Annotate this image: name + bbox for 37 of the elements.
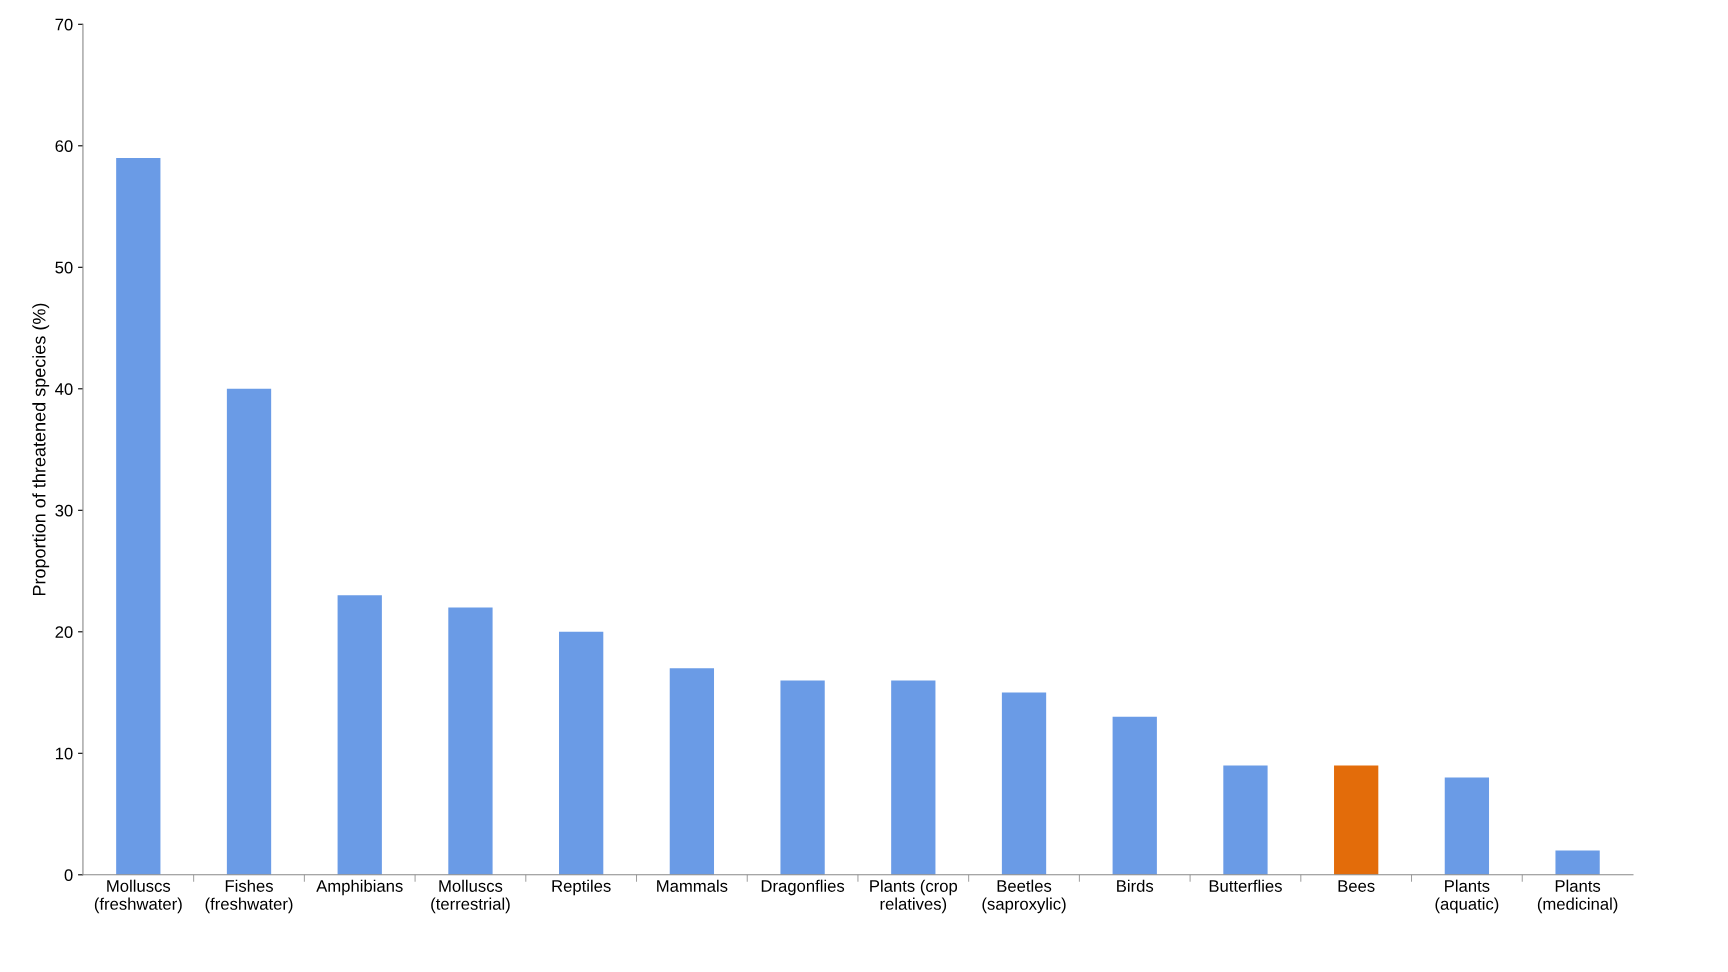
x-tick-label: Birds — [1117, 879, 1154, 892]
y-tick-label: 60 — [55, 140, 73, 152]
y-tick-label: 20 — [55, 626, 73, 638]
bar — [669, 668, 715, 875]
bar — [1112, 716, 1157, 875]
bar — [1555, 850, 1600, 875]
x-tick-label: Bees — [1338, 880, 1375, 892]
bar — [448, 607, 493, 875]
y-tick-label: 40 — [55, 383, 73, 395]
bar — [1444, 777, 1490, 875]
bar — [116, 157, 161, 875]
y-tick-label: 0 — [64, 869, 73, 881]
x-tick-label: Fishes (freshwater) — [205, 879, 293, 914]
bar — [337, 595, 382, 875]
y-tick-label: 70 — [55, 18, 73, 31]
x-tick-label: Plants (aquatic) — [1435, 879, 1499, 914]
y-tick-label: 10 — [55, 747, 73, 760]
y-tick-label: 30 — [55, 504, 73, 517]
bar — [1001, 692, 1047, 875]
x-tick-label: Reptiles — [552, 879, 611, 896]
bar — [559, 631, 604, 875]
y-tick-label: 50 — [55, 261, 73, 274]
bar — [1334, 765, 1379, 875]
x-tick-label: Molluscs (freshwater) — [94, 879, 182, 914]
x-tick-label: Molluscs (terrestrial) — [431, 879, 510, 914]
x-tick-label: Butterflies — [1209, 879, 1282, 892]
x-tick-label: Dragonflies — [761, 879, 845, 896]
x-tick-label: Mammals — [657, 879, 728, 892]
x-tick-label: Plants (medicinal) — [1537, 879, 1618, 914]
x-tick-label: Beetles (saproxylic) — [982, 879, 1066, 914]
x-tick-label: Plants (crop relatives) — [870, 879, 958, 914]
bar — [780, 680, 825, 875]
y-axis-title: Proportion of threatened species (%) — [32, 303, 50, 596]
bar — [226, 388, 272, 875]
x-tick-label: Amphibians — [316, 879, 403, 896]
bar — [891, 680, 936, 875]
bar — [1223, 765, 1268, 875]
